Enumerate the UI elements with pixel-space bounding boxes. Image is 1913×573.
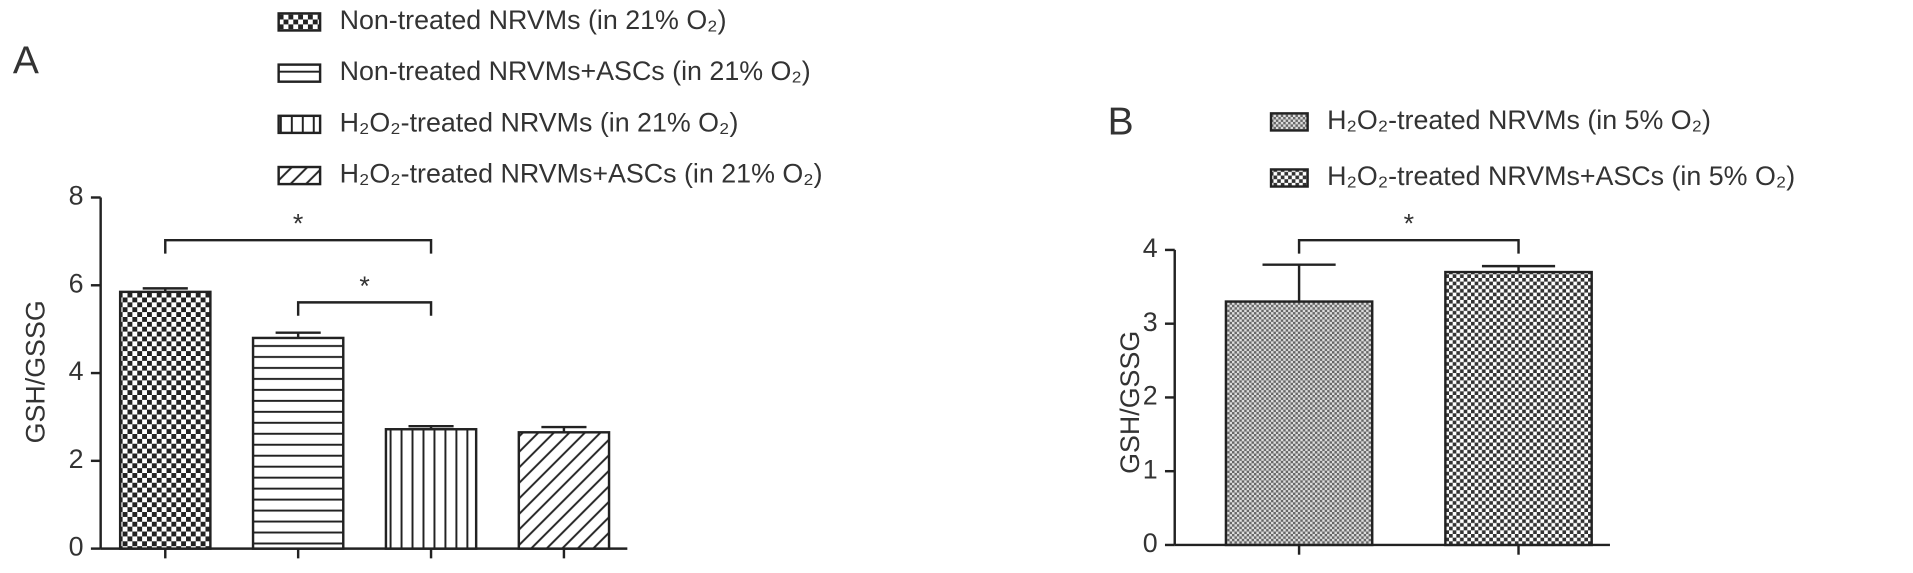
y-tick-label: 2	[1143, 381, 1158, 411]
legend-label: H₂O₂-treated NRVMs (in 21% O₂)	[340, 107, 739, 137]
bar	[118, 290, 212, 550]
y-tick-label: 6	[69, 268, 84, 298]
legend-label: Non-treated NRVMs+ASCs (in 21% O₂)	[340, 56, 811, 86]
panel-label: B	[1108, 101, 1134, 144]
significance-label: *	[1404, 209, 1415, 239]
significance-label: *	[293, 209, 304, 239]
panel-label: A	[13, 40, 39, 83]
y-tick-label: 3	[1143, 307, 1158, 337]
bar	[251, 336, 345, 550]
legend-swatch	[277, 165, 322, 186]
y-tick-label: 4	[69, 356, 84, 386]
legend-swatch	[277, 12, 322, 32]
y-axis-label: GSH/GSSG	[20, 300, 50, 443]
significance-bracket	[296, 301, 433, 316]
significance-label: *	[359, 271, 370, 301]
legend-label: H₂O₂-treated NRVMs (in 5% O₂)	[1327, 105, 1711, 135]
significance-bracket	[164, 238, 433, 254]
legend-swatch	[1269, 112, 1309, 132]
bar	[384, 428, 478, 550]
legend-label: Non-treated NRVMs (in 21% O₂)	[340, 5, 727, 35]
legend-label: H₂O₂-treated NRVMs+ASCs (in 21% O₂)	[340, 159, 823, 189]
significance-bracket	[1297, 238, 1520, 254]
bar	[1444, 270, 1593, 547]
legend-swatch	[1269, 168, 1309, 188]
y-tick-label: 2	[69, 444, 84, 474]
bar	[517, 431, 611, 550]
y-tick-label: 4	[1143, 233, 1158, 263]
y-tick-label: 1	[1143, 454, 1158, 484]
legend-swatch	[277, 114, 322, 135]
y-tick-label: 8	[69, 181, 84, 211]
legend-label: H₂O₂-treated NRVMs+ASCs (in 5% O₂)	[1327, 161, 1795, 191]
legend-swatch	[277, 63, 322, 83]
y-tick-label: 0	[1143, 528, 1158, 558]
bar	[1224, 300, 1374, 547]
y-axis-label: GSH/GSSG	[1115, 331, 1145, 474]
y-tick-label: 0	[69, 532, 84, 562]
